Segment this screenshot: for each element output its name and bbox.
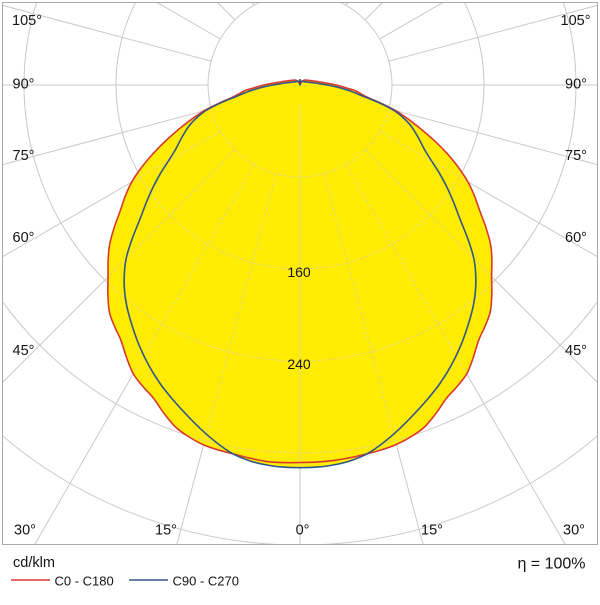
svg-text:0°: 0° bbox=[296, 523, 310, 539]
svg-text:30°: 30° bbox=[14, 523, 36, 539]
svg-text:cd/klm: cd/klm bbox=[13, 555, 55, 571]
svg-text:105°: 105° bbox=[561, 13, 591, 29]
svg-text:C90 - C270: C90 - C270 bbox=[173, 574, 239, 589]
svg-text:η = 100%: η = 100% bbox=[517, 556, 585, 573]
svg-text:240: 240 bbox=[287, 356, 311, 372]
svg-text:15°: 15° bbox=[421, 523, 443, 539]
svg-text:15°: 15° bbox=[155, 523, 177, 539]
svg-text:75°: 75° bbox=[13, 148, 35, 164]
svg-text:90°: 90° bbox=[13, 77, 35, 93]
svg-text:105°: 105° bbox=[12, 13, 42, 29]
svg-text:45°: 45° bbox=[13, 343, 35, 359]
svg-text:90°: 90° bbox=[565, 77, 587, 93]
svg-text:30°: 30° bbox=[563, 523, 585, 539]
svg-text:C0 - C180: C0 - C180 bbox=[55, 574, 114, 589]
svg-text:60°: 60° bbox=[565, 230, 587, 246]
svg-text:45°: 45° bbox=[565, 343, 587, 359]
svg-text:60°: 60° bbox=[13, 230, 35, 246]
svg-text:160: 160 bbox=[287, 264, 311, 280]
svg-text:75°: 75° bbox=[565, 148, 587, 164]
